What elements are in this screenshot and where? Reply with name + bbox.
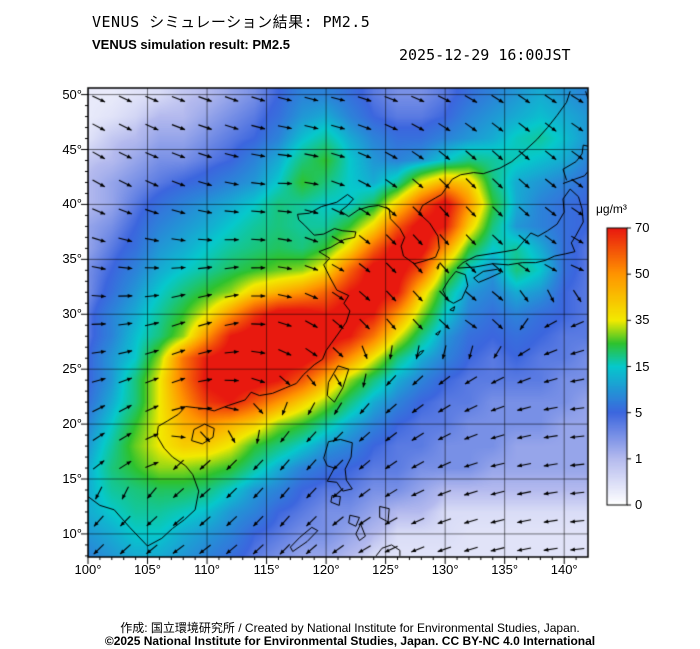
y-axis-tick-label: 20° bbox=[62, 416, 82, 432]
y-axis-tick-label: 25° bbox=[62, 361, 82, 377]
x-axis-tick-label: 135° bbox=[491, 562, 519, 577]
y-axis-tick-label: 40° bbox=[62, 196, 82, 212]
colorbar-tick-label: 0 bbox=[635, 497, 643, 512]
x-axis-tick-label: 130° bbox=[431, 562, 459, 577]
x-axis-tick-label: 105° bbox=[134, 562, 161, 577]
x-axis-tick-label: 140° bbox=[550, 562, 578, 577]
figure-title-japanese: VENUS シミュレーション結果: PM2.5 bbox=[92, 13, 371, 31]
y-axis-tick-label: 15° bbox=[62, 471, 82, 487]
x-axis-tick-label: 115° bbox=[253, 562, 280, 577]
x-axis-tick-label: 125° bbox=[372, 562, 400, 577]
colorbar-unit-label: μg/m³ bbox=[596, 202, 627, 216]
x-axis-tick-label: 110° bbox=[194, 562, 221, 577]
x-axis-tick-label: 100° bbox=[74, 562, 102, 577]
credit-line: 作成: 国立環境研究所 / Created by National Instit… bbox=[120, 621, 580, 635]
y-axis-tick-label: 30° bbox=[62, 306, 82, 322]
x-axis-tick-label: 120° bbox=[312, 562, 340, 577]
colorbar-tick-label: 15 bbox=[635, 358, 650, 374]
y-axis-tick-label: 45° bbox=[62, 141, 82, 157]
colorbar-tick-label: 50 bbox=[635, 266, 650, 282]
y-axis-tick-label: 10° bbox=[62, 525, 82, 541]
y-axis-tick-label: 50° bbox=[62, 86, 82, 102]
y-axis-tick-label: 35° bbox=[62, 251, 82, 267]
copyright-line: ©2025 National Institute for Environment… bbox=[104, 634, 596, 648]
colorbar-tick-label: 5 bbox=[635, 404, 643, 420]
colorbar-tick-label: 70 bbox=[635, 220, 650, 235]
figure-timestamp: 2025-12-29 16:00JST bbox=[399, 46, 571, 64]
figure-title-english: VENUS simulation result: PM2.5 bbox=[92, 37, 290, 52]
colorbar-tick-label: 1 bbox=[635, 450, 643, 466]
colorbar-tick-label: 35 bbox=[635, 312, 650, 328]
